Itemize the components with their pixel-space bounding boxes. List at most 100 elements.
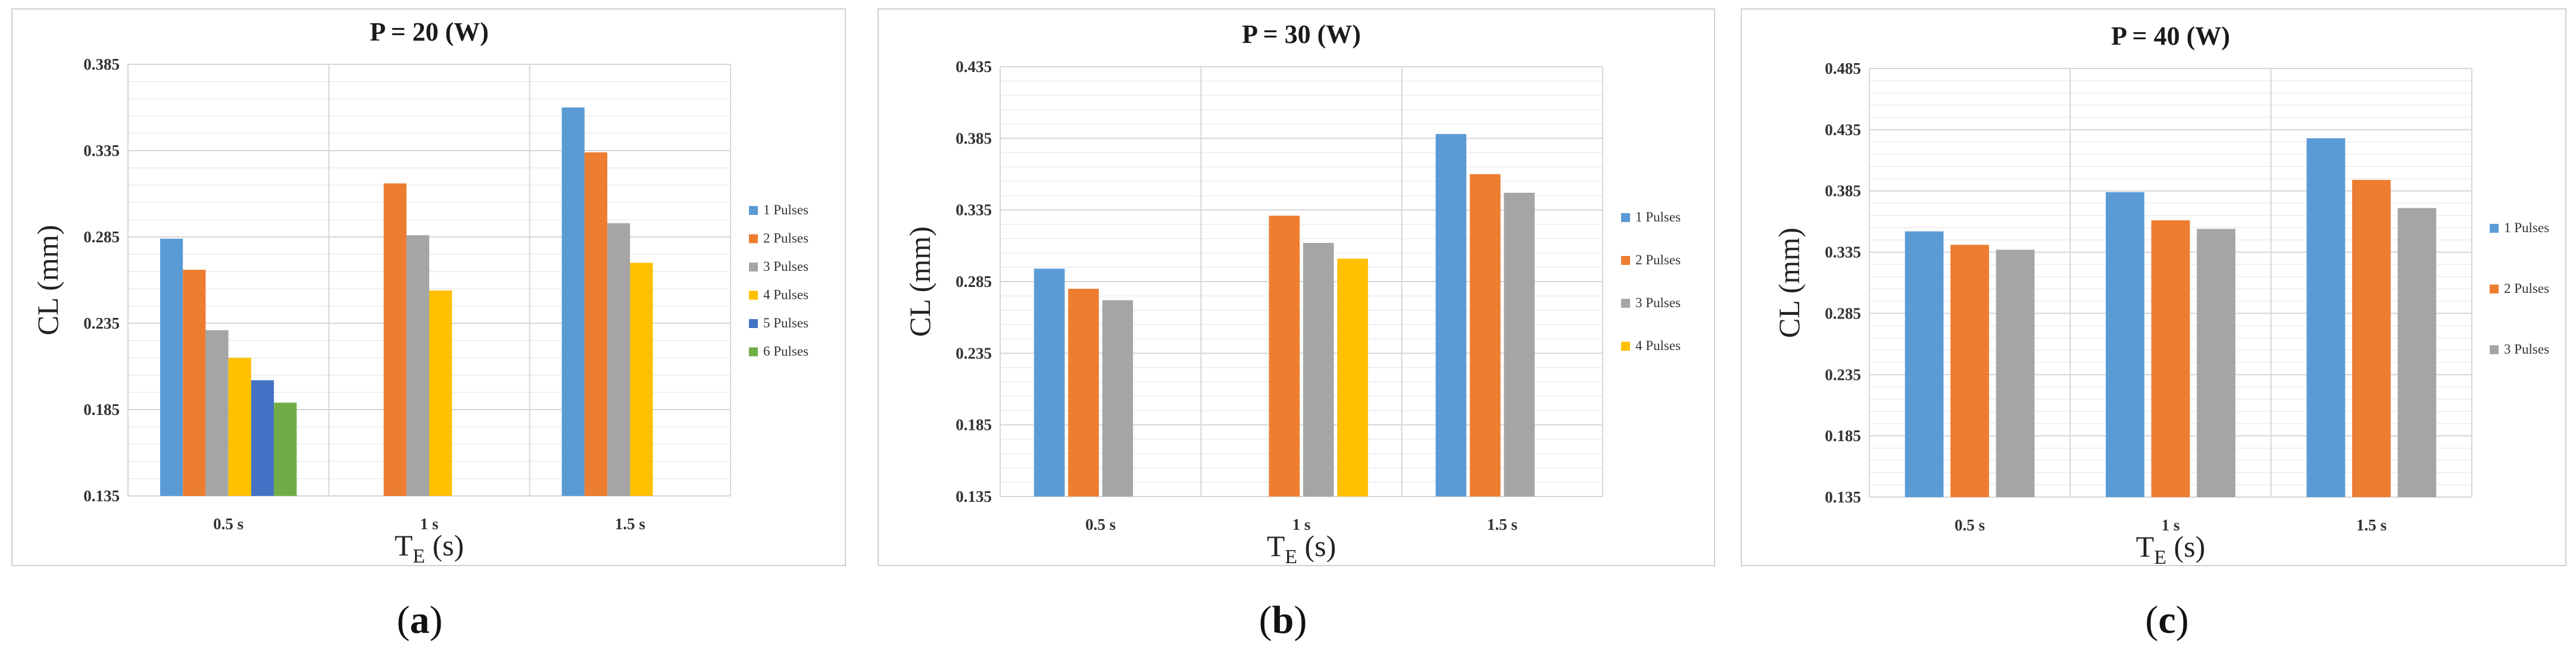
legend-label: 3 Pulses bbox=[2504, 342, 2549, 357]
y-tick-label: 0.385 bbox=[956, 129, 992, 147]
y-tick-label: 0.135 bbox=[83, 487, 120, 505]
x-axis-label-main: T bbox=[395, 529, 413, 562]
legend-label: 2 Pulses bbox=[1635, 252, 1681, 267]
bar-2-pulses-1_5s bbox=[2352, 180, 2391, 497]
bar-2-pulses-0_5s bbox=[1950, 245, 1990, 497]
bar-3-pulses-1s bbox=[406, 235, 429, 496]
bar-2-pulses-1_5s bbox=[584, 152, 608, 496]
legend-swatch bbox=[749, 206, 758, 215]
legend-label: 1 Pulses bbox=[2504, 220, 2549, 235]
caption-letter: b bbox=[1272, 598, 1294, 642]
x-axis-label-sub: E bbox=[2154, 547, 2166, 569]
y-tick-label: 0.235 bbox=[83, 314, 120, 332]
x-tick-label: 1.5 s bbox=[615, 515, 645, 533]
x-axis-label-main: T bbox=[1267, 529, 1285, 563]
x-tick-label: 0.5 s bbox=[1085, 516, 1116, 533]
y-tick-label: 0.235 bbox=[1825, 366, 1861, 383]
caption-paren-close: ) bbox=[2176, 598, 2189, 642]
chart-panel-c: 0.135 0.185 0.235 0.285 0.335 0.385 0.435 0.485… bbox=[1741, 8, 2566, 642]
y-axis-label: CL (mm) bbox=[1772, 227, 1806, 338]
y-tick-label: 0.285 bbox=[1825, 304, 1861, 322]
bar-4-pulses-1_5s bbox=[630, 263, 653, 496]
legend-label: 2 Pulses bbox=[2504, 281, 2549, 296]
bar-2-pulses-1_5s bbox=[1469, 174, 1501, 496]
y-tick-label: 0.385 bbox=[1825, 182, 1861, 200]
y-tick-label: 0.385 bbox=[83, 55, 120, 73]
x-axis-label-unit: (s) bbox=[425, 529, 464, 562]
bar-5-pulses-0_5s bbox=[251, 380, 274, 496]
y-tick-label: 0.335 bbox=[956, 201, 992, 219]
y-tick-label: 0.435 bbox=[1825, 121, 1861, 139]
x-axis-label: TE (s) bbox=[1267, 529, 1337, 568]
y-tick-label: 0.185 bbox=[83, 401, 120, 419]
x-tick-label: 0.5 s bbox=[1954, 516, 1985, 534]
x-axis-label-sub: E bbox=[413, 545, 425, 567]
legend: 1 Pulses 2 Pulses 3 Pulses 4 Pulses bbox=[1621, 210, 1681, 353]
bar-2-pulses-1s bbox=[1269, 216, 1300, 496]
legend-label: 1 Pulses bbox=[1635, 210, 1681, 224]
y-tick-label: 0.235 bbox=[956, 344, 992, 362]
y-tick-label: 0.435 bbox=[956, 58, 992, 76]
legend-label: 6 Pulses bbox=[763, 344, 808, 359]
bar-3-pulses-0_5s bbox=[1996, 249, 2035, 497]
x-tick-label: 1.5 s bbox=[1487, 516, 1518, 533]
bar-3-pulses-1s bbox=[1303, 243, 1334, 496]
legend-swatch bbox=[2490, 224, 2499, 233]
caption-paren-close: ) bbox=[430, 598, 443, 642]
bar-4-pulses-1s bbox=[1337, 258, 1368, 496]
chart-title: P = 30 (W) bbox=[1242, 20, 1361, 49]
legend-swatch bbox=[1621, 299, 1630, 308]
legend-label: 4 Pulses bbox=[763, 288, 808, 302]
legend-swatch bbox=[749, 319, 758, 328]
caption-paren-open: ( bbox=[397, 598, 410, 642]
caption-paren-open: ( bbox=[2145, 598, 2158, 642]
y-tick-label: 0.185 bbox=[956, 416, 992, 434]
chart-panel-a: 0.135 0.185 0.235 0.285 0.335 0.385 0.5 s 1 s 1.… bbox=[11, 8, 846, 642]
bar-4-pulses-0_5s bbox=[228, 358, 251, 496]
caption-letter: c bbox=[2158, 598, 2175, 642]
x-axis-label: TE (s) bbox=[2136, 530, 2206, 569]
bar-1-pulses-1s bbox=[2106, 192, 2144, 497]
legend-swatch bbox=[2490, 345, 2499, 354]
bar-2-pulses-0_5s bbox=[183, 270, 206, 496]
bar-1-pulses-1_5s bbox=[1435, 134, 1467, 496]
legend-swatch bbox=[2490, 285, 2499, 293]
legend-swatch bbox=[749, 234, 758, 243]
x-tick-label: 1 s bbox=[420, 515, 439, 533]
bar-3-pulses-1_5s bbox=[2397, 208, 2437, 497]
y-tick-label: 0.335 bbox=[1825, 243, 1861, 261]
bar-1-pulses-1_5s bbox=[561, 107, 585, 496]
x-tick-label: 1 s bbox=[2162, 516, 2180, 534]
legend-swatch bbox=[749, 263, 758, 271]
bar-2-pulses-0_5s bbox=[1068, 289, 1099, 496]
panel-caption: (a) bbox=[397, 598, 443, 642]
y-tick-label: 0.185 bbox=[1825, 427, 1861, 445]
chart-title: P = 20 (W) bbox=[370, 17, 489, 46]
bar-3-pulses-0_5s bbox=[1102, 300, 1134, 496]
bar-1-pulses-0_5s bbox=[1904, 231, 1944, 497]
legend-swatch bbox=[749, 347, 758, 357]
legend-label: 3 Pulses bbox=[763, 259, 808, 274]
bar-1-pulses-0_5s bbox=[160, 238, 183, 496]
legend-label: 5 Pulses bbox=[763, 316, 808, 330]
caption-paren-open: ( bbox=[1259, 598, 1272, 642]
legend-swatch bbox=[1621, 342, 1630, 351]
y-tick-label: 0.285 bbox=[83, 228, 120, 246]
legend: 1 Pulses 2 Pulses 3 Pulses 4 Pulses 5 Pulses… bbox=[749, 202, 808, 359]
legend: 1 Pulses 2 Pulses 3 Pulses bbox=[2490, 220, 2549, 357]
y-tick-label: 0.135 bbox=[1825, 488, 1861, 506]
gridlines bbox=[1000, 66, 1603, 497]
caption-letter: a bbox=[410, 598, 430, 642]
legend-label: 2 Pulses bbox=[763, 231, 808, 246]
legend-label: 1 Pulses bbox=[763, 202, 808, 217]
panel-caption: (c) bbox=[2145, 598, 2188, 642]
x-tick-label: 1.5 s bbox=[2356, 516, 2387, 534]
y-axis-label: CL (mm) bbox=[31, 225, 64, 336]
bar-1-pulses-1_5s bbox=[2306, 138, 2346, 497]
bar-3-pulses-1_5s bbox=[607, 223, 630, 496]
bar-2-pulses-1s bbox=[2151, 220, 2190, 497]
bar-3-pulses-0_5s bbox=[205, 330, 229, 496]
x-tick-label: 0.5 s bbox=[213, 515, 243, 533]
y-tick-label: 0.285 bbox=[956, 273, 992, 291]
